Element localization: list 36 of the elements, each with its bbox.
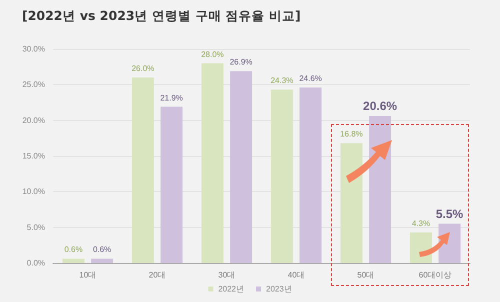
bar — [91, 258, 114, 263]
data-label: 20.6% — [363, 99, 398, 114]
y-tick-label: 5.0% — [26, 222, 45, 232]
bar — [270, 90, 293, 263]
bar — [160, 106, 183, 263]
y-tick-label: 15.0% — [22, 152, 45, 160]
data-label: 24.3% — [270, 76, 294, 86]
data-label: 26.9% — [230, 58, 252, 67]
data-label: 4.3% — [412, 218, 430, 228]
data-label: 0.6% — [64, 245, 83, 254]
bar — [132, 78, 154, 263]
data-label: 21.9% — [160, 93, 183, 102]
x-tick-label: 40대 — [288, 270, 305, 280]
bar — [300, 88, 322, 263]
data-label: 16.8% — [340, 130, 363, 139]
chart-title: [2022년 vs 2023년 연령별 구매 점유율 비교] — [22, 8, 301, 25]
data-label: 26.0% — [132, 64, 154, 74]
x-tick-label: 10대 — [79, 270, 96, 280]
y-tick-label: 25.0% — [22, 80, 45, 90]
bar — [62, 258, 84, 263]
legend-label: 2022년 — [218, 284, 244, 294]
x-tick-label: 20대 — [148, 270, 166, 280]
x-tick-label: 30대 — [218, 270, 236, 280]
x-tick-label: 60대이상 — [418, 270, 452, 280]
legend-label: 2023년 — [266, 284, 292, 294]
y-tick-label: 0.0% — [26, 258, 45, 268]
data-label: 0.6% — [92, 245, 112, 254]
data-label: 28.0% — [201, 50, 224, 59]
bar — [230, 71, 252, 263]
bar — [201, 63, 224, 263]
y-tick-label: 10.0% — [22, 187, 45, 196]
y-tick-label: 30.0% — [22, 44, 45, 54]
data-label: 5.5% — [436, 206, 464, 221]
data-label: 24.6% — [299, 74, 322, 84]
x-tick-label: 50대 — [357, 270, 374, 280]
y-tick-label: 20.0% — [22, 116, 45, 125]
